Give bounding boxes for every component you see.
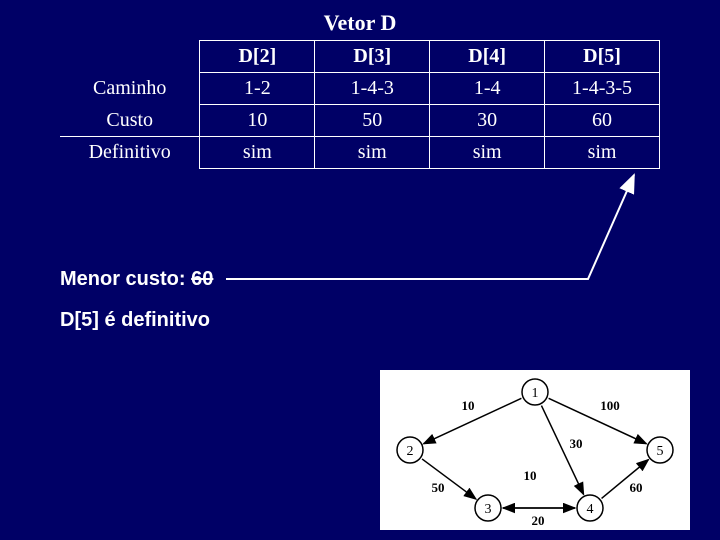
edge-label: 50 <box>432 480 445 495</box>
edge-label: 20 <box>532 513 545 528</box>
row-label: Custo <box>60 105 200 137</box>
graph-svg: 10 100 30 50 20 60 10 1 2 3 4 5 <box>380 370 690 530</box>
node-label: 2 <box>407 444 414 459</box>
edge-label: 10 <box>462 398 475 413</box>
vector-d-table: D[2] D[3] D[4] D[5] Caminho 1-2 1-4-3 1-… <box>60 40 660 169</box>
notes-block: Menor custo: 60 D[5] é definitivo <box>60 268 213 332</box>
cell: sim <box>315 137 430 169</box>
menor-custo-line: Menor custo: 60 <box>60 268 213 291</box>
graph-edge <box>422 459 476 499</box>
node-label: 5 <box>657 444 664 459</box>
table: D[2] D[3] D[4] D[5] Caminho 1-2 1-4-3 1-… <box>60 40 660 169</box>
col-header: D[5] <box>545 41 660 73</box>
cell: 60 <box>545 105 660 137</box>
cell: 30 <box>430 105 545 137</box>
cell: sim <box>200 137 315 169</box>
edge-label: 100 <box>600 398 620 413</box>
corner-cell <box>60 41 200 73</box>
col-header: D[4] <box>430 41 545 73</box>
row-label: Definitivo <box>60 137 200 169</box>
edge-label: 10 <box>524 468 537 483</box>
table-header-row: D[2] D[3] D[4] D[5] <box>60 41 660 73</box>
cell: 10 <box>200 105 315 137</box>
node-label: 4 <box>587 502 594 517</box>
cell: 1-4-3-5 <box>545 73 660 105</box>
graph-panel: 10 100 30 50 20 60 10 1 2 3 4 5 <box>380 370 690 530</box>
cell: sim <box>545 137 660 169</box>
col-header: D[2] <box>200 41 315 73</box>
page-title: Vetor D <box>0 10 720 36</box>
definitivo-line: D[5] é definitivo <box>60 309 213 332</box>
cell: 1-2 <box>200 73 315 105</box>
node-label: 1 <box>532 386 539 401</box>
table-row: Custo 10 50 30 60 <box>60 105 660 137</box>
row-label: Caminho <box>60 73 200 105</box>
graph-edge <box>549 398 647 443</box>
edge-label: 60 <box>630 480 643 495</box>
cell: 50 <box>315 105 430 137</box>
cell: 1-4 <box>430 73 545 105</box>
node-label: 3 <box>485 502 492 517</box>
cell: sim <box>430 137 545 169</box>
menor-custo-label: Menor custo: <box>60 268 191 290</box>
table-row: Caminho 1-2 1-4-3 1-4 1-4-3-5 <box>60 73 660 105</box>
table-row: Definitivo sim sim sim sim <box>60 137 660 169</box>
col-header: D[3] <box>315 41 430 73</box>
menor-custo-value-struck: 60 <box>191 268 213 290</box>
edge-label: 30 <box>570 436 583 451</box>
cell: 1-4-3 <box>315 73 430 105</box>
